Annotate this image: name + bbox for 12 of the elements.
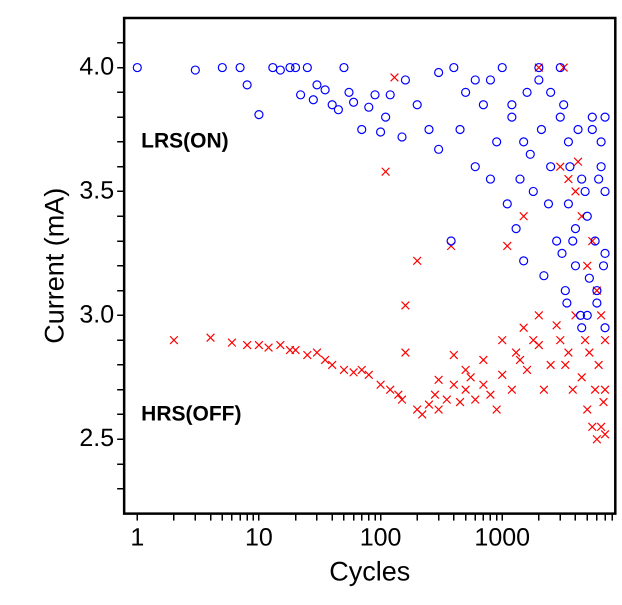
y-tick-label: 2.5 bbox=[79, 424, 114, 452]
y-tick-label: 4.0 bbox=[79, 52, 114, 80]
y-tick-label: 3.0 bbox=[79, 300, 114, 328]
text: HRS(OFF) bbox=[141, 402, 242, 426]
x-tick-label: 1 bbox=[130, 523, 144, 552]
x-tick-label: 1000 bbox=[474, 523, 530, 552]
x-tick-label: 10 bbox=[245, 523, 273, 552]
x-tick-label: 100 bbox=[360, 523, 402, 552]
series-label: LRS(ON) bbox=[141, 130, 229, 153]
y-tick-label: 3.5 bbox=[79, 176, 114, 204]
x-axis-title: Cycles bbox=[329, 556, 410, 586]
y-axis-title: Current (mA) bbox=[40, 188, 70, 344]
